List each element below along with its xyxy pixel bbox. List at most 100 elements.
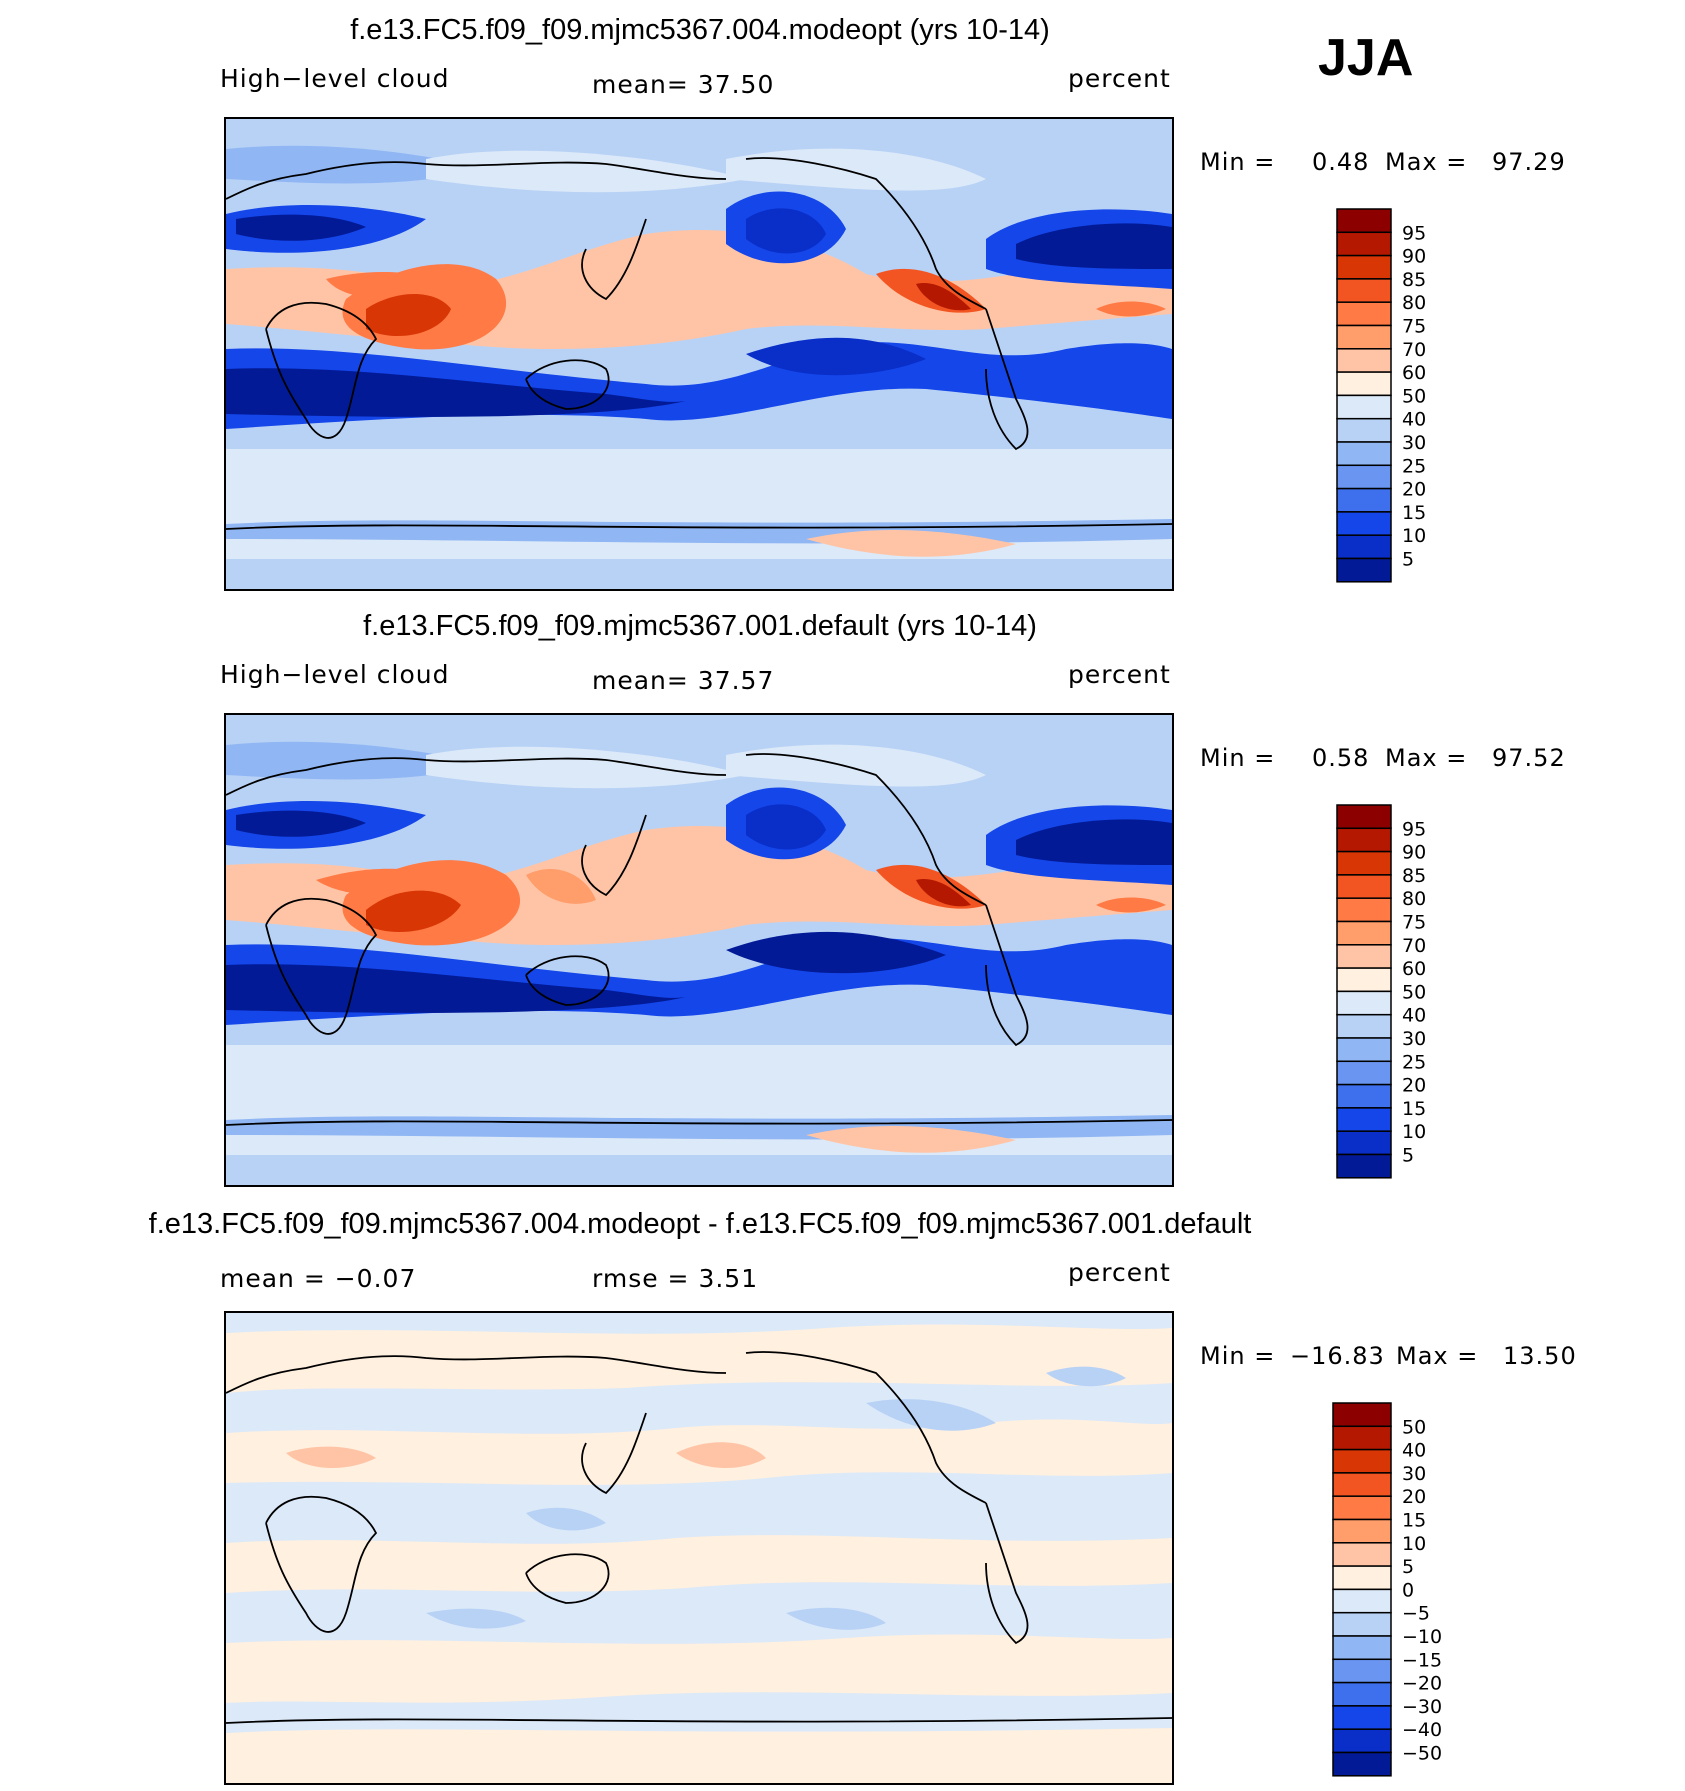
panel-2-max-value: 97.52	[1492, 744, 1566, 772]
colorbar-tick-label: −15	[1402, 1649, 1442, 1671]
colorbar-swatch	[1336, 990, 1392, 1016]
panel-2-colorbar: 95 90 85 80 75 70 60 50 40 30 25 20 15 10 5	[1336, 804, 1460, 1181]
colorbar-swatch	[1336, 827, 1392, 853]
panel-1-units-label: percent	[1068, 64, 1171, 93]
colorbar-tick-label: 25	[1402, 455, 1426, 477]
panel-2-min-label: Min =	[1200, 744, 1276, 772]
colorbar-tick-label: 85	[1402, 269, 1426, 291]
colorbar-tick-label: 50	[1402, 1416, 1426, 1438]
colorbar-swatch	[1332, 1751, 1392, 1777]
panel-2-units-label: percent	[1068, 660, 1171, 689]
panel-3-colorbar: 50 40 30 20 15 10 5 0 −5 −10 −15 −20 −30 −40 −50	[1332, 1402, 1460, 1779]
colorbar-tick-label: 15	[1402, 1098, 1426, 1120]
colorbar-tick-label: 40	[1402, 1440, 1426, 1462]
panel-1-min-label: Min =	[1200, 148, 1276, 176]
colorbar-tick-label: 30	[1402, 1028, 1426, 1050]
panel-3-max-value: 13.50	[1503, 1342, 1577, 1370]
colorbar-swatch	[1336, 920, 1392, 946]
panel-3-max-label: Max =	[1396, 1342, 1479, 1370]
panel-3-mean-label: mean = −0.07	[220, 1264, 417, 1293]
panel-2-variable-label: High−level cloud	[220, 660, 450, 689]
colorbar-swatch	[1336, 1083, 1392, 1109]
colorbar-tick-label: −10	[1402, 1626, 1442, 1648]
panel-1-title: f.e13.FC5.f09_f09.mjmc5367.004.modeopt (…	[350, 14, 1050, 46]
colorbar-tick-label: 10	[1402, 1121, 1426, 1143]
colorbar-swatch	[1336, 348, 1392, 373]
colorbar-swatch	[1336, 1060, 1392, 1086]
colorbar-swatch	[1332, 1448, 1392, 1474]
colorbar-swatch	[1336, 1013, 1392, 1039]
colorbar-swatch	[1336, 850, 1392, 876]
colorbar-swatch	[1332, 1542, 1392, 1567]
colorbar-swatch	[1332, 1472, 1392, 1497]
panel-1-variable-label: High−level cloud	[220, 64, 450, 93]
panel-3-title: f.e13.FC5.f09_f09.mjmc5367.004.modeopt -…	[148, 1208, 1252, 1240]
colorbar-swatch	[1336, 1107, 1392, 1132]
colorbar-swatch	[1336, 511, 1392, 536]
colorbar-tick-label: 10	[1402, 525, 1426, 547]
panel-3-rmse-label: rmse = 3.51	[592, 1264, 759, 1293]
colorbar-tick-label: 15	[1402, 1510, 1426, 1532]
panel-2-max-label: Max =	[1385, 744, 1468, 772]
colorbar-tick-label: 30	[1402, 432, 1426, 454]
colorbar-swatch	[1332, 1705, 1392, 1730]
colorbar-tick-label: 40	[1402, 1005, 1426, 1027]
colorbar-tick-label: 70	[1402, 935, 1426, 957]
colorbar-tick-label: 50	[1402, 385, 1426, 407]
colorbar-tick-label: 10	[1402, 1533, 1426, 1555]
colorbar-swatch	[1336, 487, 1392, 513]
panel-1-mean-label: mean= 37.50	[592, 70, 775, 99]
colorbar-tick-label: 20	[1402, 1486, 1426, 1508]
panel-2-min-value: 0.58	[1312, 744, 1370, 772]
panel-1-colorbar: 95 90 85 80 75 70 60 50 40 30 25 20 15 10 5	[1336, 208, 1460, 585]
colorbar-tick-label: 60	[1402, 958, 1426, 980]
colorbar-tick-label: 15	[1402, 502, 1426, 524]
panel-1-max-value: 97.29	[1492, 148, 1566, 176]
colorbar-tick-label: −50	[1402, 1743, 1442, 1765]
colorbar-swatch	[1336, 441, 1392, 467]
colorbar-tick-label: 50	[1402, 981, 1426, 1003]
colorbar-swatch	[1336, 944, 1392, 969]
colorbar-swatch	[1332, 1518, 1392, 1544]
colorbar-tick-label: −5	[1402, 1603, 1430, 1625]
colorbar-tick-label: 5	[1402, 549, 1414, 571]
colorbar-swatch	[1332, 1425, 1392, 1451]
colorbar-tick-label: 5	[1402, 1556, 1414, 1578]
panel-3-units-label: percent	[1068, 1258, 1171, 1287]
colorbar-swatch	[1336, 278, 1392, 303]
colorbar-tick-label: −30	[1402, 1696, 1442, 1718]
panel-1-min-value: 0.48	[1312, 148, 1370, 176]
colorbar-swatch	[1336, 557, 1392, 583]
colorbar-swatch	[1332, 1565, 1392, 1591]
panel-2-title: f.e13.FC5.f09_f09.mjmc5367.001.default (…	[363, 610, 1037, 642]
colorbar-swatch	[1332, 1588, 1392, 1614]
colorbar-swatch	[1332, 1635, 1392, 1661]
colorbar-swatch	[1336, 371, 1392, 397]
colorbar-tick-label: 90	[1402, 246, 1426, 268]
colorbar-swatch	[1336, 464, 1392, 490]
colorbar-tick-label: 40	[1402, 409, 1426, 431]
colorbar-tick-label: 20	[1402, 479, 1426, 501]
colorbar-tick-label: 20	[1402, 1075, 1426, 1097]
colorbar-swatch	[1336, 874, 1392, 899]
colorbar-swatch	[1336, 301, 1392, 327]
colorbar-swatch	[1332, 1658, 1392, 1684]
colorbar-swatch	[1336, 231, 1392, 257]
colorbar-tick-label: 80	[1402, 888, 1426, 910]
colorbar-swatch	[1336, 394, 1392, 420]
colorbar-swatch	[1336, 1037, 1392, 1063]
colorbar-swatch	[1336, 417, 1392, 443]
panel-3-map	[224, 1311, 1174, 1785]
colorbar-tick-label: 75	[1402, 912, 1426, 934]
panel-2-map	[224, 713, 1174, 1187]
colorbar-tick-label: 30	[1402, 1463, 1426, 1485]
colorbar-swatch	[1332, 1402, 1392, 1428]
colorbar-tick-label: −20	[1402, 1673, 1442, 1695]
colorbar-tick-label: 70	[1402, 339, 1426, 361]
colorbar-swatch	[1336, 324, 1392, 350]
colorbar-tick-label: 75	[1402, 316, 1426, 338]
colorbar-tick-label: 95	[1402, 818, 1426, 840]
